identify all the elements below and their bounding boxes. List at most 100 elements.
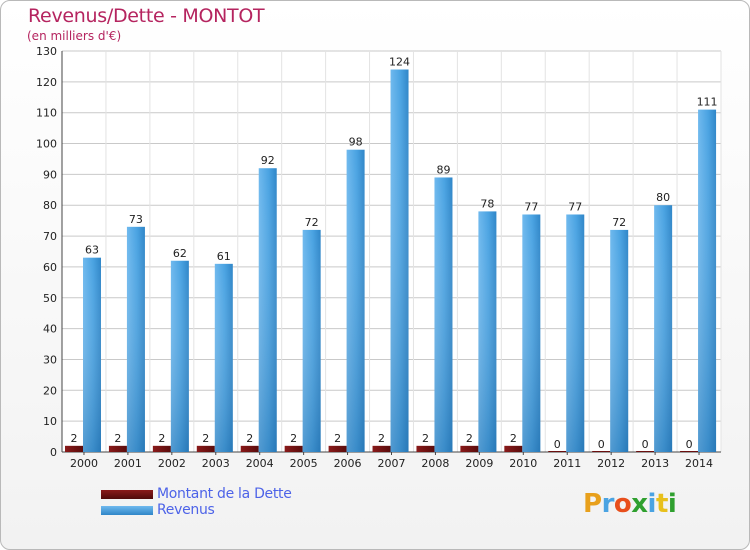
bar-revenus-shade	[390, 69, 409, 452]
data-label-dette: 2	[290, 432, 297, 445]
bar-revenus-shade	[126, 226, 145, 452]
bar-revenus-shade	[478, 211, 497, 452]
data-label-dette: 2	[422, 432, 429, 445]
y-tick-label: 110	[36, 107, 57, 120]
data-label-dette: 2	[466, 432, 473, 445]
logo-letter: r	[601, 489, 615, 519]
y-tick-label: 20	[43, 384, 57, 397]
x-tick-label: 2010	[509, 457, 537, 470]
logo-letter: i	[647, 489, 657, 519]
data-label-dette: 2	[202, 432, 209, 445]
data-label-revenus: 124	[389, 56, 410, 69]
bar-revenus-shade	[83, 257, 101, 452]
data-label-revenus: 77	[568, 200, 582, 213]
y-tick-label: 90	[43, 168, 57, 181]
bar-revenus-shade	[522, 214, 541, 452]
data-label-dette: 0	[554, 438, 561, 451]
bar-revenus-shade	[170, 260, 189, 452]
bar-revenus-shade	[610, 229, 629, 452]
data-label-revenus: 72	[305, 216, 319, 229]
bar-dette	[240, 445, 259, 452]
y-tick-label: 100	[36, 138, 57, 151]
bar-dette	[504, 445, 523, 452]
bar-dette	[152, 445, 171, 452]
logo-letter: t	[655, 489, 668, 519]
data-label-revenus: 62	[173, 247, 187, 260]
x-tick-label: 2006	[334, 457, 362, 470]
x-tick-label: 2000	[70, 457, 98, 470]
x-tick-label: 2013	[641, 457, 669, 470]
x-tick-label: 2003	[202, 457, 230, 470]
x-tick-label: 2014	[685, 457, 713, 470]
y-tick-label: 40	[43, 323, 57, 336]
x-tick-label: 2011	[553, 457, 581, 470]
data-label-revenus: 73	[129, 213, 143, 226]
x-tick-label: 2004	[246, 457, 274, 470]
bar-dette	[196, 445, 215, 452]
x-tick-label: 2012	[597, 457, 625, 470]
y-tick-label: 70	[43, 230, 57, 243]
logo-letter: i	[667, 489, 677, 519]
data-label-dette: 0	[686, 438, 693, 451]
data-label-dette: 0	[598, 438, 605, 451]
bar-dette	[592, 451, 611, 452]
bar-dette	[548, 451, 567, 452]
data-label-revenus: 72	[612, 216, 626, 229]
x-tick-label: 2005	[290, 457, 318, 470]
logo-letter: o	[613, 489, 632, 519]
y-tick-label: 130	[36, 45, 57, 58]
data-label-revenus: 78	[480, 197, 494, 210]
logo-letter: P	[583, 489, 602, 519]
bar-dette	[372, 445, 391, 452]
data-label-dette: 2	[71, 432, 78, 445]
data-label-revenus: 92	[261, 154, 275, 167]
data-label-revenus: 77	[524, 200, 538, 213]
bar-revenus-shade	[346, 149, 365, 452]
legend-label-dette: Montant de la Dette	[157, 486, 292, 502]
bar-dette	[65, 445, 83, 452]
bar-revenus-shade	[566, 214, 585, 452]
y-tick-label: 80	[43, 199, 57, 212]
legend-label-revenus: Revenus	[157, 502, 215, 518]
legend-swatch-dette	[101, 490, 153, 499]
bar-dette	[636, 451, 655, 452]
bar-dette	[328, 445, 347, 452]
data-label-dette: 0	[642, 438, 649, 451]
proxiti-logo: Proxiti	[583, 489, 677, 519]
bar-dette	[108, 445, 127, 452]
data-label-revenus: 80	[656, 191, 670, 204]
chart-title: Revenus/Dette - MONTOT	[28, 5, 265, 27]
labels-layer: 0102030405060708090100110120130263200027…	[36, 45, 718, 470]
x-tick-label: 2008	[421, 457, 449, 470]
y-tick-label: 50	[43, 292, 57, 305]
bars-layer	[65, 69, 717, 452]
data-label-dette: 2	[158, 432, 165, 445]
data-label-dette: 2	[114, 432, 121, 445]
x-tick-label: 2002	[158, 457, 186, 470]
data-label-dette: 2	[246, 432, 253, 445]
data-label-dette: 2	[510, 432, 517, 445]
bar-revenus-shade	[654, 205, 673, 452]
y-tick-label: 0	[50, 446, 57, 459]
y-tick-label: 30	[43, 353, 57, 366]
bar-dette	[680, 451, 699, 452]
data-label-revenus: 111	[697, 96, 718, 109]
logo-letter: x	[631, 489, 648, 519]
bar-dette	[284, 445, 303, 452]
bar-dette	[416, 445, 435, 452]
data-label-revenus: 61	[217, 250, 231, 263]
bar-revenus-shade	[302, 229, 321, 452]
bar-revenus-shade	[258, 168, 277, 452]
legend-swatch-revenus	[101, 506, 153, 515]
bar-revenus-shade	[698, 109, 717, 452]
data-label-dette: 2	[378, 432, 385, 445]
x-tick-label: 2009	[465, 457, 493, 470]
y-tick-label: 10	[43, 415, 57, 428]
y-tick-label: 60	[43, 261, 57, 274]
x-tick-label: 2007	[378, 457, 406, 470]
data-label-revenus: 63	[85, 244, 99, 257]
data-label-dette: 2	[334, 432, 341, 445]
chart-subtitle: (en milliers d'€)	[27, 29, 122, 43]
data-label-revenus: 98	[349, 136, 363, 149]
